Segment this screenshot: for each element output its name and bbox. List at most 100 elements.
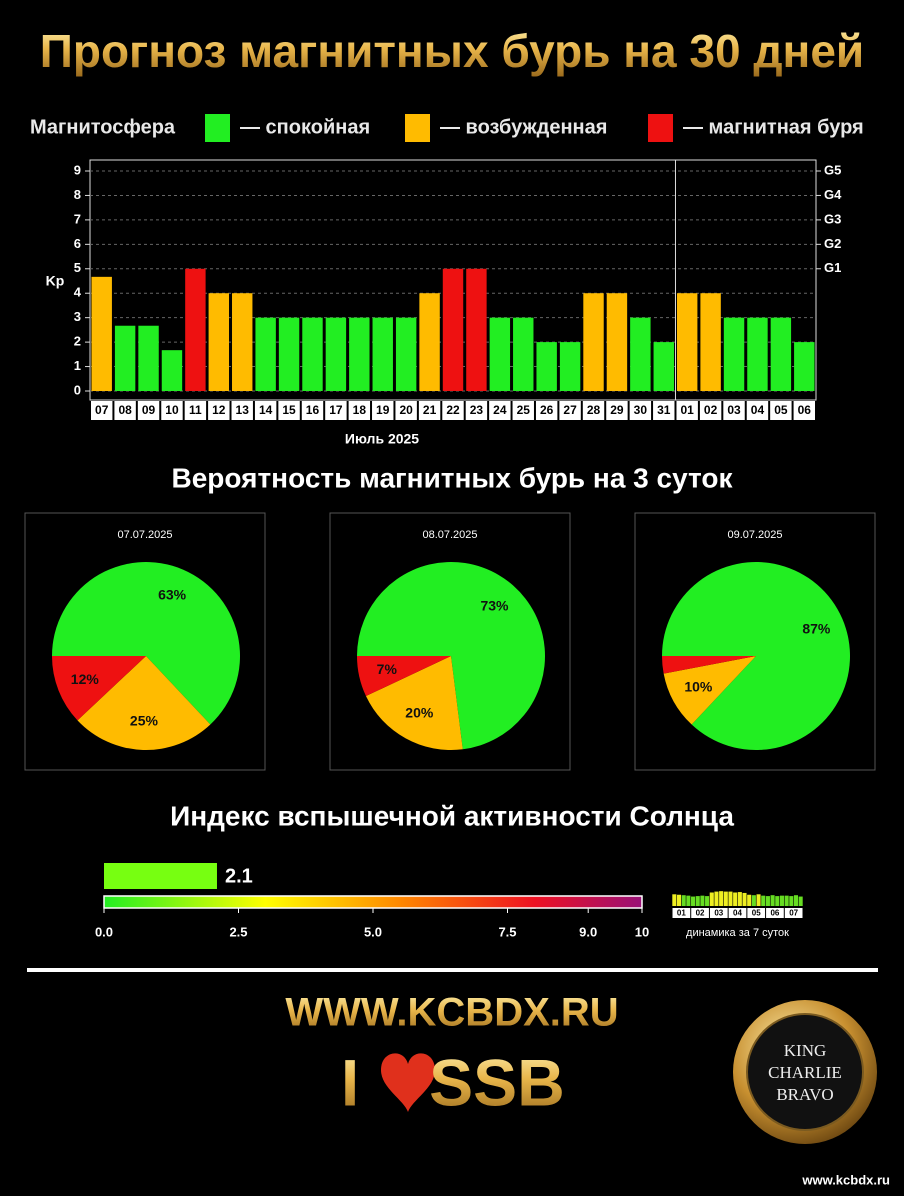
gauge-bar [104,863,217,889]
y-tick-label: 7 [74,211,81,226]
mini-bar [719,891,724,906]
x-tick-box [395,401,417,420]
bar [583,293,604,391]
x-tick-label: 7.5 [498,924,516,939]
bar [114,325,136,391]
x-tick-box [723,401,745,420]
x-tick-label: 09 [142,403,156,417]
pie-slice [357,562,545,750]
mini-bar [676,894,682,906]
mini-tick-box [747,908,766,918]
x-tick-label: 5.0 [364,924,382,939]
legend-swatch [205,114,230,142]
bar [302,317,323,391]
x-tick-box [442,401,464,420]
x-tick-box [372,401,394,420]
mini-label: динамика за 7 суток [686,927,789,939]
x-tick-label: 31 [657,403,671,417]
y-tick-label: 0 [74,382,81,397]
x-tick-label: 10 [635,924,649,939]
mini-bar [714,891,719,906]
x-tick-box [91,401,113,420]
mini-tick-label: 07 [789,909,798,918]
y-tick-label: 1 [74,358,81,373]
y2-tick-label: G2 [824,236,841,251]
bar [255,317,276,391]
divider [27,968,878,972]
x-tick-box [161,401,183,420]
x-tick-label: 0.0 [95,924,113,939]
bar [536,342,557,391]
x-tick-box [559,401,581,420]
mini-bar [700,895,705,906]
bar [372,317,393,391]
x-tick-label: 2.5 [229,924,247,939]
pie-slice [663,656,756,725]
y-tick-label: 2 [74,334,81,349]
bar [91,276,112,391]
y2-tick-label: G5 [824,162,841,177]
badge-text: KING [784,1041,827,1060]
x-tick-label: 12 [212,403,226,417]
bar [794,342,815,391]
pie-value-label: 20% [405,704,434,720]
legend-swatch [648,114,673,142]
x-tick-box [676,401,698,420]
x-tick-label: 24 [493,403,507,417]
x-tick-label: 11 [189,403,202,417]
x-tick-box [535,401,558,420]
mini-bar [709,892,714,906]
x-tick-label: 17 [329,403,343,417]
bar [325,317,347,391]
slogan-left: I [341,1045,359,1119]
x-tick-box [254,401,277,420]
mini-bar [705,896,710,906]
x-tick-box [465,401,488,420]
pie-title: 07.07.2025 [117,529,172,541]
mini-bar [737,892,742,906]
y2-tick-label: G1 [824,260,841,275]
pie-value-label: 7% [377,661,398,677]
mini-tick-label: 04 [733,909,742,918]
bar [395,317,417,391]
x-tick-label: 07 [95,403,109,417]
x-tick-box [418,401,441,420]
mini-tick-label: 05 [752,909,761,918]
x-tick-box [278,401,300,420]
pie-title: 08.07.2025 [422,529,477,541]
pie-value-label: 87% [802,621,831,637]
y-tick-label: 8 [74,187,81,202]
mini-bar [695,896,700,906]
bar [700,293,721,391]
mini-bar [779,895,784,906]
pie-slice [357,656,451,697]
bar [653,342,674,391]
x-tick-label: 08 [118,403,132,417]
x-tick-label: 10 [165,403,179,417]
bar [208,293,230,391]
mini-bar [728,891,733,906]
y-tick-label: 9 [74,162,81,177]
bar [161,350,183,391]
x-tick-label: 01 [681,403,695,417]
legend-swatch [405,114,430,142]
mini-bar [784,895,789,906]
x-tick-label: 28 [587,403,601,417]
pie-value-label: 12% [71,671,100,687]
pie-title: 09.07.2025 [727,529,782,541]
legend-label: — спокойная [240,116,370,138]
x-tick-box [301,401,324,420]
bar [606,293,628,391]
legend-label: — возбужденная [440,116,607,138]
y2-tick-label: G3 [824,211,841,226]
mini-bar [765,896,770,906]
mini-tick-label: 01 [677,909,686,918]
plot-frame [89,159,817,401]
pie-value-label: 25% [130,712,159,728]
y-tick-label: 5 [74,260,81,275]
x-tick-box [489,401,511,420]
mini-bar [775,896,780,906]
footer-url: www.kcbdx.ru [801,1172,890,1187]
mini-bar [751,895,756,906]
x-tick-box [137,401,160,420]
